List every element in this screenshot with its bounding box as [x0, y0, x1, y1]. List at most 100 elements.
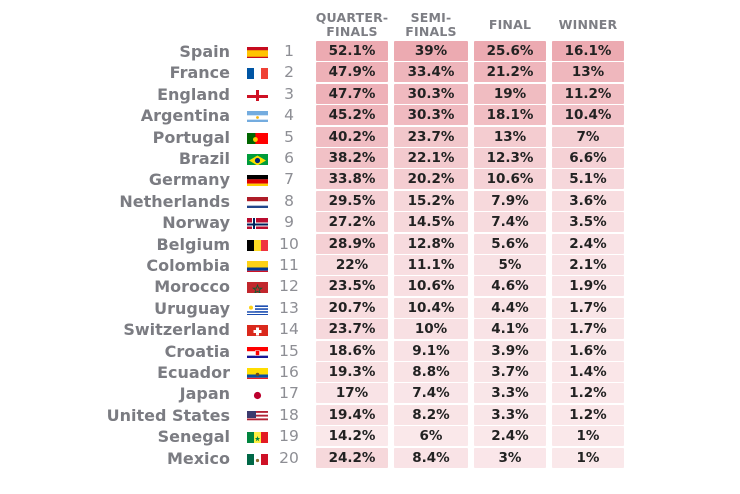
table-row: France 2 47.9% 33.4% 21.2% 13% — [0, 62, 740, 83]
cell-quarter-finals: 33.8% — [316, 169, 388, 190]
cell-semi-finals: 10.6% — [394, 276, 468, 297]
cell-quarter-finals: 20.7% — [316, 297, 388, 318]
cell-quarter-finals: 45.2% — [316, 105, 388, 126]
cell-quarter-finals: 17% — [316, 383, 388, 404]
cell-quarter-finals: 24.2% — [316, 447, 388, 468]
cell-semi-finals: 20.2% — [394, 169, 468, 190]
cell-quarter-finals: 14.2% — [316, 426, 388, 447]
cell-semi-finals: 11.1% — [394, 255, 468, 275]
team-name: Morocco — [154, 277, 230, 297]
table-row: Senegal 19 14.2% 6% 2.4% 1% — [0, 426, 740, 447]
team-name: Brazil — [178, 149, 230, 168]
cell-quarter-finals: 18.6% — [316, 340, 388, 361]
croatia-flag-icon — [247, 345, 268, 358]
team-name: Mexico — [166, 448, 230, 468]
cell-semi-finals: 14.5% — [394, 212, 468, 233]
rank-number: 7 — [284, 170, 294, 189]
cell-quarter-finals: 40.2% — [316, 126, 388, 147]
cell-winner: 2.1% — [552, 255, 624, 275]
cell-winner: 13% — [552, 62, 624, 83]
japan-flag-icon — [247, 387, 268, 401]
cell-semi-finals: 8.4% — [394, 447, 468, 468]
cell-winner: 1.7% — [552, 319, 624, 340]
team-name: Croatia — [164, 341, 230, 361]
rank-number: 3 — [284, 84, 294, 103]
cell-winner: 5.1% — [552, 169, 624, 190]
rank-number: 14 — [279, 320, 299, 339]
team-name: Switzerland — [123, 320, 230, 340]
table-row: Colombia 11 22% 11.1% 5% 2.1% — [0, 255, 740, 276]
belgium-flag-icon — [247, 238, 268, 251]
cell-semi-finals: 30.3% — [394, 83, 468, 104]
rank-number: 4 — [284, 106, 294, 125]
ecuador-flag-icon — [247, 366, 268, 379]
cell-winner: 3.5% — [552, 212, 624, 233]
rank-number: 11 — [279, 256, 299, 274]
team-name: Senegal — [157, 427, 230, 447]
france-flag-icon — [247, 66, 268, 80]
team-name: France — [169, 63, 230, 83]
spain-flag-icon — [247, 45, 268, 58]
team-name: Ecuador — [157, 363, 230, 382]
cell-final: 3.7% — [474, 362, 546, 382]
cell-semi-finals: 8.8% — [394, 362, 468, 382]
cell-winner: 2.4% — [552, 233, 624, 254]
table-row: Morocco 12 23.5% 10.6% 4.6% 1.9% — [0, 276, 740, 297]
cell-winner: 1% — [552, 447, 624, 468]
cell-semi-finals: 10% — [394, 319, 468, 340]
cell-final: 18.1% — [474, 105, 546, 126]
cell-quarter-finals: 27.2% — [316, 212, 388, 233]
table-row: Netherlands 8 29.5% 15.2% 7.9% 3.6% — [0, 190, 740, 212]
cell-quarter-finals: 19.4% — [316, 404, 388, 425]
senegal-flag-icon — [247, 430, 268, 444]
header-semi-finals: SEMI- FINALS — [405, 10, 457, 39]
team-name: United States — [106, 405, 230, 425]
table-row: United States 18 19.4% 8.2% 3.3% 1.2% — [0, 404, 740, 426]
cell-quarter-finals: 23.5% — [316, 276, 388, 297]
cell-semi-finals: 39% — [394, 41, 468, 61]
cell-final: 5.6% — [474, 233, 546, 254]
cell-quarter-finals: 28.9% — [316, 233, 388, 254]
cell-semi-finals: 8.2% — [394, 404, 468, 425]
germany-flag-icon — [247, 173, 268, 187]
cell-quarter-finals: 47.7% — [316, 83, 388, 104]
rank-number: 19 — [279, 427, 299, 446]
team-name: Netherlands — [119, 191, 230, 211]
team-name: Japan — [179, 384, 230, 404]
cell-final: 2.4% — [474, 426, 546, 447]
team-name: England — [157, 84, 230, 104]
cell-final: 4.6% — [474, 276, 546, 297]
cell-winner: 1.2% — [552, 404, 624, 425]
cell-final: 25.6% — [474, 41, 546, 61]
rank-number: 16 — [279, 363, 299, 381]
cell-winner: 3.6% — [552, 190, 624, 211]
portugal-flag-icon — [247, 131, 268, 144]
cell-final: 4.1% — [474, 319, 546, 340]
rank-number: 17 — [279, 384, 299, 403]
cell-final: 19% — [474, 83, 546, 104]
team-name: Belgium — [156, 234, 230, 254]
cell-quarter-finals: 47.9% — [316, 62, 388, 83]
norway-flag-icon — [247, 216, 268, 230]
team-name: Portugal — [152, 127, 230, 147]
switzerland-flag-icon — [247, 323, 268, 337]
cell-semi-finals: 10.4% — [394, 297, 468, 318]
rank-number: 15 — [279, 341, 299, 360]
table-row: Croatia 15 18.6% 9.1% 3.9% 1.6% — [0, 340, 740, 362]
team-name: Germany — [148, 170, 230, 190]
rank-number: 12 — [279, 277, 299, 296]
table-row: Brazil 6 38.2% 22.1% 12.3% 6.6% — [0, 148, 740, 169]
table-row: Ecuador 16 19.3% 8.8% 3.7% 1.4% — [0, 362, 740, 383]
team-name: Argentina — [140, 106, 230, 126]
england-flag-icon — [247, 88, 268, 101]
cell-semi-finals: 22.1% — [394, 148, 468, 168]
header-final: FINAL — [488, 17, 532, 32]
cell-semi-finals: 33.4% — [394, 62, 468, 83]
cell-winner: 6.6% — [552, 148, 624, 168]
cell-winner: 7% — [552, 126, 624, 147]
cell-quarter-finals: 29.5% — [316, 190, 388, 211]
team-name: Colombia — [146, 256, 230, 275]
cell-winner: 11.2% — [552, 83, 624, 104]
cell-semi-finals: 9.1% — [394, 340, 468, 361]
mexico-flag-icon — [247, 452, 268, 465]
